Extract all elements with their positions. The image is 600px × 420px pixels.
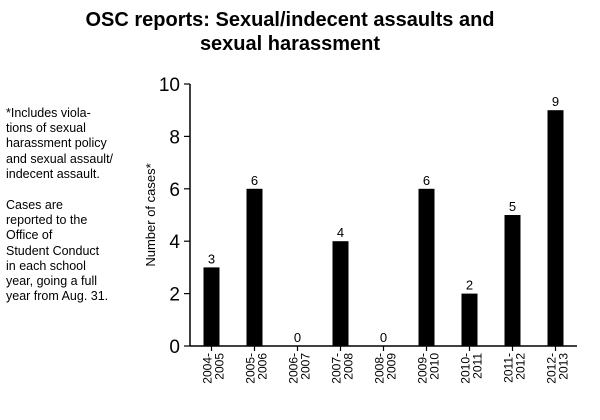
footnote-line: and sexual assault/: [6, 151, 114, 166]
x-tick-label-line: 2005-: [244, 353, 258, 384]
x-tick-label-line: 2009-: [416, 353, 430, 384]
context-note-line: year, going a full: [6, 274, 98, 289]
x-tick-label-line: 2006-: [287, 353, 301, 384]
x-tick-label-line: 2009: [385, 353, 399, 380]
x-tick-label-line: 2012-: [545, 353, 559, 384]
x-tick-label-line: 2008: [342, 353, 356, 380]
data-label: 0: [380, 330, 387, 345]
context-note-line: Office of: [6, 228, 53, 243]
footnote-line: indecent assault.: [6, 166, 100, 181]
x-tick-label: 2006-2007: [287, 353, 313, 384]
context-note-line: Cases are: [6, 198, 63, 212]
bar: [418, 188, 435, 346]
footnote-line: harassment policy: [6, 136, 107, 151]
x-tick-label: 2004-2005: [201, 353, 227, 384]
data-label: 5: [509, 199, 516, 214]
data-label: 9: [552, 94, 559, 109]
x-tick-label-line: 2007-: [330, 353, 344, 384]
data-label: 2: [466, 278, 473, 293]
data-label: 3: [208, 251, 215, 266]
chart-title-line-1: OSC reports: Sexual/indecent assaults an…: [85, 9, 495, 31]
x-tick-label-line: 2011-: [502, 353, 516, 383]
x-tick-label-line: 2008-: [373, 353, 387, 384]
x-tick-label-line: 2004-: [201, 353, 215, 384]
context-note-line: year from Aug. 31.: [6, 289, 109, 304]
context-note: Cases are reported to the Office of Stud…: [6, 198, 146, 304]
y-axis-label: Number of cases*: [143, 163, 158, 266]
x-tick-label: 2012-2013: [545, 353, 571, 384]
x-tick-label-line: 2006: [256, 353, 270, 380]
data-label: 0: [294, 330, 301, 345]
x-tick-label: 2005-2006: [244, 353, 270, 384]
x-tick-label-line: 2005: [213, 353, 227, 380]
data-label: 6: [251, 173, 258, 188]
x-tick-label: 2010-2011: [459, 353, 485, 384]
y-tick-label: 4: [169, 232, 180, 253]
x-tick-label: 2008-2009: [373, 353, 399, 384]
data-label: 6: [423, 173, 430, 188]
footnote: *Includes viola- tions of sexual harassm…: [6, 106, 146, 182]
x-tick-label-line: 2007: [299, 353, 313, 380]
x-tick-label: 2009-2010: [416, 353, 442, 384]
chart-title-line-2: sexual harassment: [199, 33, 381, 55]
x-tick-label-line: 2010: [428, 353, 442, 380]
y-tick-label: 6: [169, 180, 180, 201]
footnote-line: *Includes viola-: [6, 106, 91, 120]
context-note-line: reported to the: [6, 213, 88, 228]
x-tick-label: 2007-2008: [330, 353, 356, 384]
x-tick-label-line: 2011: [471, 353, 485, 379]
y-tick-label: 10: [159, 75, 180, 96]
bar: [203, 267, 220, 346]
x-tick-label-line: 2010-: [459, 353, 473, 384]
chart-title: OSC reports: Sexual/indecent assaults an…: [80, 8, 500, 56]
x-tick-label-line: 2012: [514, 353, 528, 380]
y-tick-label: 2: [169, 285, 180, 306]
bar: [246, 188, 263, 346]
bar: [504, 215, 521, 346]
context-note-line: Student Conduct: [6, 243, 100, 258]
y-tick-label: 0: [169, 337, 180, 358]
data-label: 4: [337, 225, 344, 240]
x-tick-label: 2011-2012: [502, 353, 528, 383]
context-note-line: in each school: [6, 258, 86, 273]
y-tick-label: 8: [169, 127, 180, 148]
bar: [547, 110, 564, 346]
bar: [332, 241, 349, 346]
bar: [461, 293, 478, 346]
x-tick-label-line: 2013: [557, 353, 571, 380]
footnote-line: tions of sexual: [6, 121, 86, 136]
